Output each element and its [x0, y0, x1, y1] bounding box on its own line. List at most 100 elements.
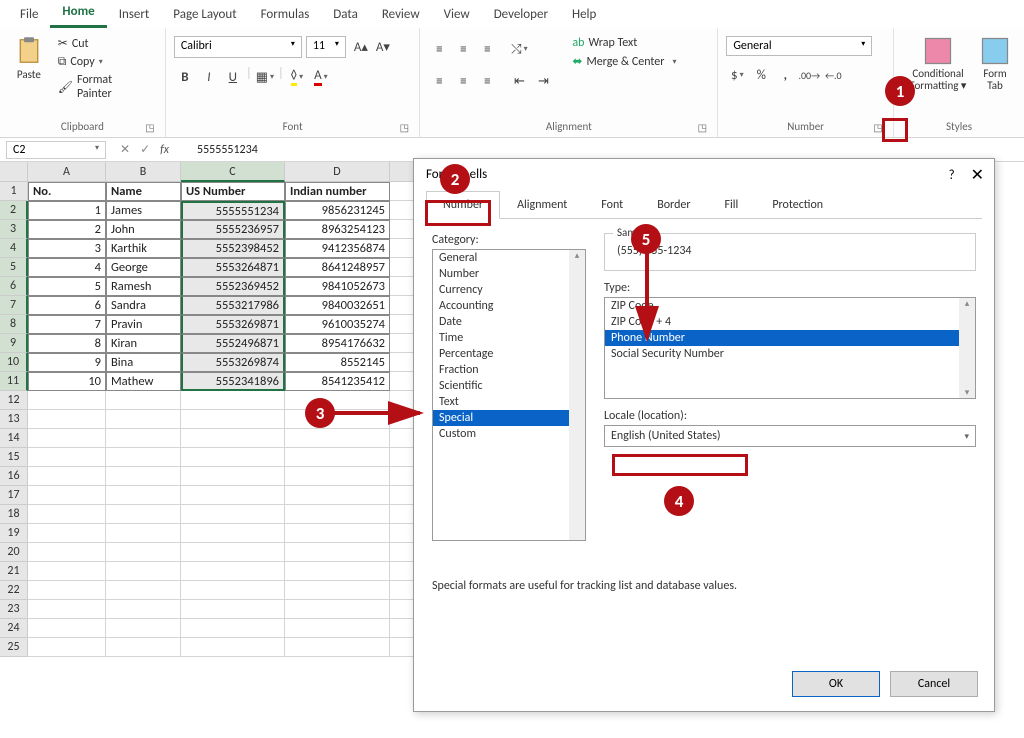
cell-no[interactable]: 10: [28, 372, 106, 391]
cell-us[interactable]: 5553269871: [181, 315, 285, 334]
tab-protection[interactable]: Protection: [755, 191, 840, 219]
font-launcher-icon[interactable]: ◳: [397, 121, 411, 135]
menu-file[interactable]: File: [8, 3, 50, 28]
cell-us[interactable]: 5552496871: [181, 334, 285, 353]
cell[interactable]: [28, 391, 106, 410]
cell-name[interactable]: Mathew: [106, 372, 181, 391]
cell-no[interactable]: 1: [28, 201, 106, 220]
row-header[interactable]: 19: [0, 524, 28, 543]
cell-in[interactable]: 9840032651: [285, 296, 390, 315]
category-item[interactable]: Date: [433, 314, 585, 330]
decrease-indent-icon[interactable]: ⇤: [508, 70, 530, 92]
tab-font[interactable]: Font: [584, 191, 640, 219]
cell-in[interactable]: 8963254123: [285, 220, 390, 239]
cell[interactable]: [285, 410, 390, 429]
cell[interactable]: [28, 429, 106, 448]
cell-name[interactable]: Pravin: [106, 315, 181, 334]
cell[interactable]: [106, 638, 181, 657]
cell-name[interactable]: Bina: [106, 353, 181, 372]
increase-indent-icon[interactable]: ⇥: [532, 70, 554, 92]
cell[interactable]: [181, 600, 285, 619]
menu-review[interactable]: Review: [370, 3, 432, 28]
cell[interactable]: [181, 619, 285, 638]
cell[interactable]: [285, 562, 390, 581]
cell[interactable]: [28, 638, 106, 657]
menu-formulas[interactable]: Formulas: [249, 3, 322, 28]
formula-value[interactable]: 5555551234: [177, 143, 258, 157]
cell[interactable]: [285, 467, 390, 486]
row-header[interactable]: 25: [0, 638, 28, 657]
category-item[interactable]: Percentage: [433, 346, 585, 362]
increase-decimal-icon[interactable]: .00→: [798, 64, 820, 86]
category-scrollbar[interactable]: ▴: [569, 250, 585, 540]
underline-button[interactable]: U: [222, 66, 244, 88]
cell[interactable]: [181, 524, 285, 543]
type-item[interactable]: ZIP Code + 4: [605, 314, 975, 330]
category-item[interactable]: Special: [433, 410, 585, 426]
cell[interactable]: [28, 619, 106, 638]
cell-no[interactable]: 2: [28, 220, 106, 239]
close-icon[interactable]: ✕: [971, 165, 984, 185]
cell-no[interactable]: 3: [28, 239, 106, 258]
percent-format-icon[interactable]: %: [750, 64, 772, 86]
cell[interactable]: [181, 391, 285, 410]
align-top-icon[interactable]: ≡: [428, 38, 450, 60]
row-header[interactable]: 12: [0, 391, 28, 410]
row-header[interactable]: 18: [0, 505, 28, 524]
borders-button[interactable]: ▦: [254, 66, 276, 88]
cell-in[interactable]: 8552145: [285, 353, 390, 372]
row-header[interactable]: 23: [0, 600, 28, 619]
cell[interactable]: [181, 562, 285, 581]
paste-button[interactable]: Paste: [8, 32, 50, 85]
merge-center-button[interactable]: ⬌Merge & Center▾: [568, 52, 680, 71]
category-item[interactable]: Scientific: [433, 378, 585, 394]
font-name-combo[interactable]: Calibri▾: [174, 36, 302, 58]
cell[interactable]: [106, 600, 181, 619]
name-box[interactable]: C2▾: [6, 141, 106, 159]
tab-number[interactable]: Number: [426, 191, 500, 219]
row-header[interactable]: 4: [0, 239, 28, 258]
cell[interactable]: [285, 505, 390, 524]
header-name[interactable]: Name: [106, 182, 181, 201]
row-header[interactable]: 17: [0, 486, 28, 505]
select-all-corner[interactable]: [0, 162, 28, 182]
cell[interactable]: [106, 391, 181, 410]
cell-us[interactable]: 5552398452: [181, 239, 285, 258]
cell[interactable]: [106, 448, 181, 467]
cell[interactable]: [106, 486, 181, 505]
cell[interactable]: [28, 600, 106, 619]
cell-name[interactable]: Ramesh: [106, 277, 181, 296]
cell[interactable]: [181, 429, 285, 448]
cell-no[interactable]: 7: [28, 315, 106, 334]
number-format-combo[interactable]: General▾: [726, 36, 872, 56]
cell[interactable]: [181, 543, 285, 562]
cell[interactable]: [285, 391, 390, 410]
cell[interactable]: [285, 429, 390, 448]
row-header[interactable]: 9: [0, 334, 28, 353]
col-header-b[interactable]: B: [106, 162, 181, 182]
row-header[interactable]: 5: [0, 258, 28, 277]
decrease-decimal-icon[interactable]: ←.0: [822, 64, 844, 86]
cell-name[interactable]: John: [106, 220, 181, 239]
cell[interactable]: [106, 562, 181, 581]
type-item[interactable]: Phone Number: [605, 330, 975, 346]
tab-fill[interactable]: Fill: [708, 191, 756, 219]
cell[interactable]: [285, 524, 390, 543]
row-header[interactable]: 14: [0, 429, 28, 448]
cell-us[interactable]: 5552341896: [181, 372, 285, 391]
cell-no[interactable]: 9: [28, 353, 106, 372]
menu-data[interactable]: Data: [321, 3, 370, 28]
header-no[interactable]: No.: [28, 182, 106, 201]
cancel-button[interactable]: Cancel: [890, 671, 978, 697]
cell[interactable]: [106, 524, 181, 543]
alignment-launcher-icon[interactable]: ◳: [695, 121, 709, 135]
col-header-a[interactable]: A: [28, 162, 106, 182]
decrease-font-icon[interactable]: A▾: [372, 36, 394, 58]
enter-formula-icon[interactable]: ✓: [140, 142, 150, 157]
row-header[interactable]: 6: [0, 277, 28, 296]
align-right-icon[interactable]: ≡: [476, 70, 498, 92]
cell[interactable]: [28, 486, 106, 505]
cell-us[interactable]: 5555551234: [181, 201, 285, 220]
cell[interactable]: [28, 410, 106, 429]
copy-button[interactable]: ⧉Copy▾: [54, 53, 153, 71]
